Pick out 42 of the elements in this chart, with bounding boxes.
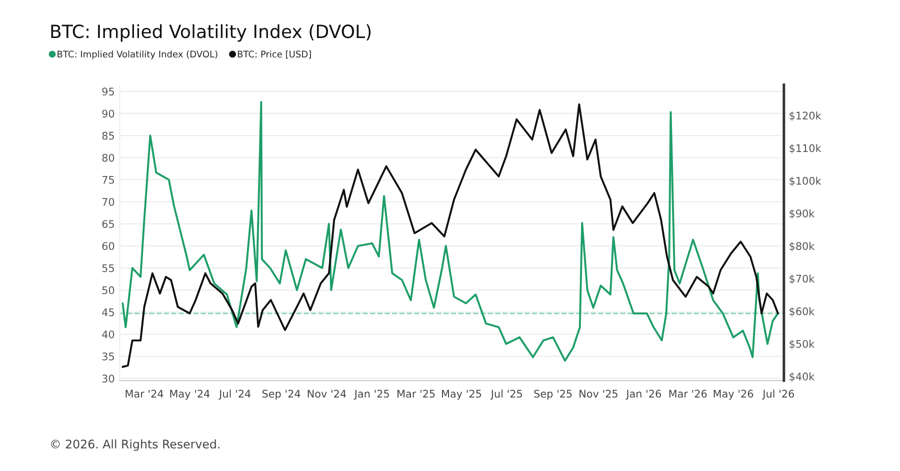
x-tick-label: May '24 xyxy=(170,390,210,400)
y2-tick-label: $40k xyxy=(790,372,815,382)
x-tick-label: Mar '25 xyxy=(398,390,435,398)
x-tick-label: Sep '24 xyxy=(262,390,300,400)
y-tick-label: 45 xyxy=(102,308,114,316)
x-tick-label: May '26 xyxy=(714,390,754,400)
y-tick-label: 50 xyxy=(102,286,114,294)
x-tick-label: Jan '25 xyxy=(354,390,389,400)
x-tick-label: Jan '26 xyxy=(626,390,661,400)
legend-label: BTC: Price [USD] xyxy=(238,50,311,59)
y-tick-label: 35 xyxy=(102,352,114,360)
y-tick-label: 55 xyxy=(102,264,114,272)
y2-tick-label: $80k xyxy=(790,242,815,252)
x-tick-label: Mar '24 xyxy=(126,390,164,398)
x-tick-label: Jul '25 xyxy=(490,390,522,400)
y-tick-label: 90 xyxy=(102,110,114,118)
y-tick-label: 95 xyxy=(102,88,114,96)
y-tick-label: 30 xyxy=(102,374,114,382)
y-tick-label: 85 xyxy=(102,132,114,140)
y-tick-label: 80 xyxy=(102,154,114,162)
y2-tick-label: $110k xyxy=(790,144,822,154)
y2-tick-label: $70k xyxy=(790,274,815,284)
y2-tick-label: $90k xyxy=(790,209,815,219)
x-tick-label: Nov '24 xyxy=(308,390,346,398)
x-tick-label: Nov '25 xyxy=(580,390,618,398)
y2-tick-label: $50k xyxy=(790,340,815,350)
text: © 2026. All Rights Reserved. xyxy=(51,439,220,451)
y-tick-label: 65 xyxy=(102,220,114,228)
y-tick-label: 40 xyxy=(102,330,114,338)
legend-label: BTC: Implied Volatility Index (DVOL) xyxy=(58,50,218,60)
x-tick-label: Jul '24 xyxy=(218,390,251,400)
y2-tick-label: $100k xyxy=(790,176,822,186)
y2-tick-label: $60k xyxy=(790,307,815,317)
chart-title: BTC: Implied Volatility Index (DVOL) xyxy=(51,24,371,42)
x-tick-label: Sep '25 xyxy=(534,390,572,400)
y-tick-label: 60 xyxy=(102,242,114,250)
x-tick-label: Jul '26 xyxy=(762,390,794,400)
x-tick-label: Mar '26 xyxy=(669,390,707,398)
x-tick-label: May '25 xyxy=(442,390,482,400)
y-tick-label: 70 xyxy=(102,198,114,206)
y2-tick-label: $120k xyxy=(790,111,822,121)
y-tick-label: 75 xyxy=(102,176,114,184)
